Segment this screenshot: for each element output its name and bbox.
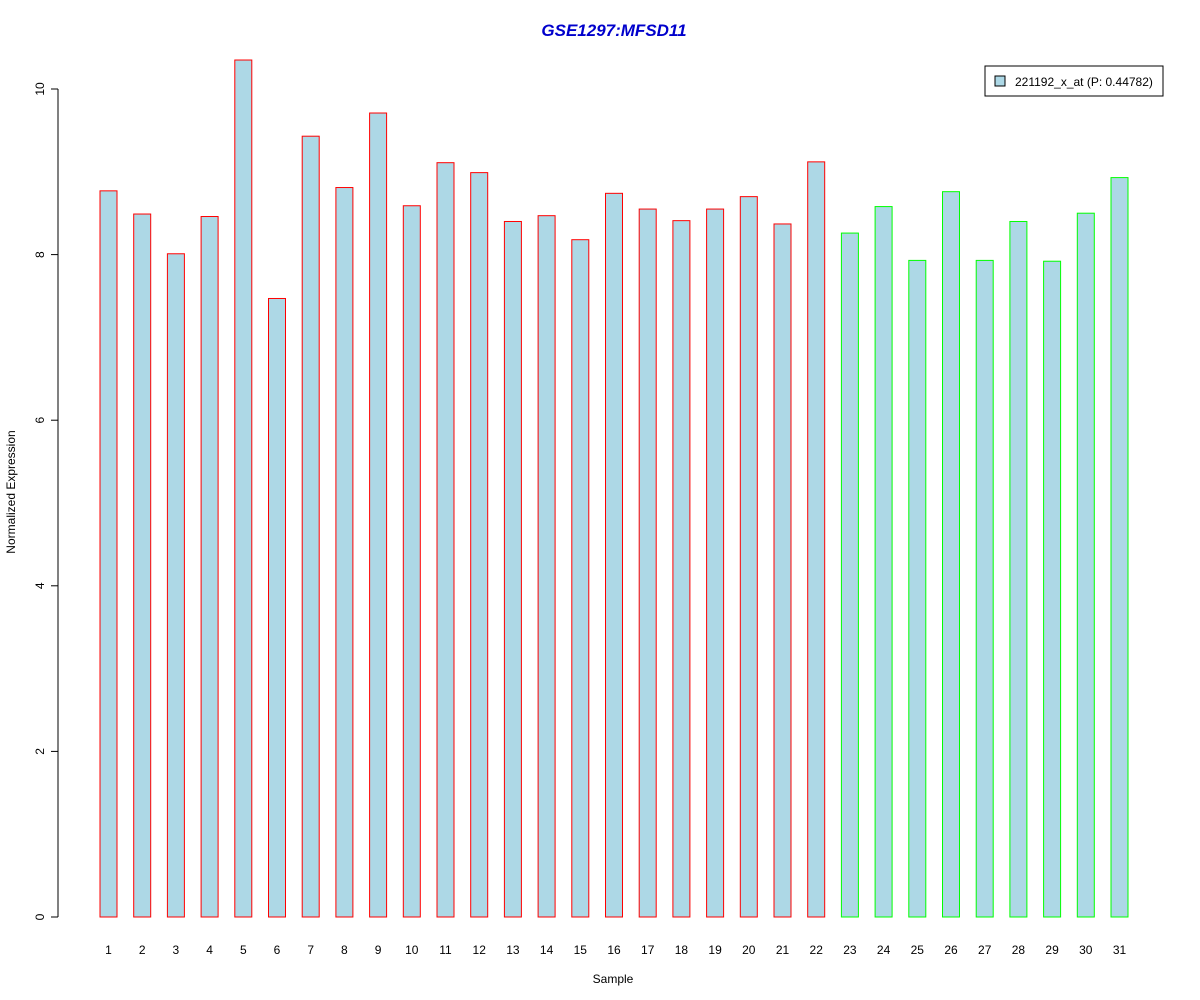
bar-sample-27 [975,259,994,918]
bar-sample-16 [605,192,623,918]
y-tick-label: 0 [33,913,47,920]
bar-sample-25 [908,259,927,918]
y-axis-label: Normalized Expression [4,430,18,553]
bar-sample-3 [166,253,185,918]
bar-sample-2 [133,213,152,918]
bar-sample-30 [1076,212,1095,918]
x-tick-label: 21 [776,943,790,957]
x-tick-label: 30 [1079,943,1093,957]
y-tick-label: 2 [33,748,47,755]
x-tick-label: 19 [708,943,722,957]
legend-box [984,65,1164,97]
y-tick-label: 8 [33,251,47,258]
legend: 221192_x_at (P: 0.44782) [984,65,1164,97]
bar-sample-31 [1110,177,1129,918]
bar-sample-4 [200,216,219,918]
x-tick-label: 20 [742,943,756,957]
bar-sample-20 [739,196,758,918]
x-tick-label: 6 [274,943,281,957]
legend-label: 221192_x_at (P: 0.44782) [1015,75,1153,89]
bar-sample-26 [942,191,960,918]
bar-sample-28 [1009,220,1028,918]
x-tick-label: 23 [843,943,857,957]
x-tick-label: 1 [105,943,112,957]
bar-sample-5 [234,59,253,918]
bar-sample-7 [301,135,320,918]
x-tick-labels: 1 2 3 4 5 6 7 8 9 10 11 12 13 14 15 16 17 18 19 20 21 22 23 24 2… [105,943,1126,957]
bar-sample-23 [840,232,859,918]
x-tick-label: 31 [1113,943,1127,957]
bar-sample-22 [807,161,826,918]
x-tick-label: 28 [1012,943,1026,957]
y-tick-label: 6 [33,417,47,424]
x-tick-label: 11 [439,943,452,957]
bar-sample-8 [335,187,354,918]
bar-sample-19 [706,208,725,918]
bar-sample-24 [874,206,893,918]
x-tick-label: 25 [911,943,925,957]
bar-sample-29 [1043,260,1062,918]
x-tick-label: 12 [473,943,487,957]
x-tick-label: 8 [341,943,348,957]
bar-sample-13 [503,220,522,918]
x-tick-label: 14 [540,943,554,957]
x-tick-label: 7 [307,943,314,957]
x-tick-label: 4 [206,943,213,957]
y-tick-label: 4 [33,582,47,589]
x-tick-label: 3 [173,943,180,957]
x-tick-label: 22 [810,943,824,957]
x-tick-label: 13 [506,943,520,957]
bar-sample-14 [537,215,556,918]
bars-group [99,59,1129,918]
bar-sample-15 [571,239,590,918]
legend-swatch [994,75,1006,87]
bar-sample-17 [638,208,657,918]
x-tick-label: 17 [641,943,655,957]
bar-sample-11 [436,162,455,918]
x-axis-label: Sample [593,972,634,986]
x-tick-label: 2 [139,943,146,957]
x-tick-label: 9 [375,943,382,957]
x-tick-label: 16 [607,943,621,957]
x-tick-label: 26 [944,943,958,957]
y-tick-label: 10 [33,82,47,96]
x-tick-label: 27 [978,943,992,957]
bar-sample-12 [470,172,489,918]
bar-sample-18 [672,220,691,918]
x-tick-label: 24 [877,943,891,957]
y-axis: 0 2 4 6 8 10 [33,82,59,920]
bar-sample-1 [99,190,118,918]
x-tick-label: 18 [675,943,689,957]
bar-sample-9 [369,112,388,918]
chart-title: GSE1297:MFSD11 [541,21,686,40]
x-tick-label: 15 [574,943,588,957]
x-tick-label: 29 [1045,943,1059,957]
x-tick-label: 5 [240,943,247,957]
bar-sample-21 [773,223,792,918]
bar-sample-10 [402,205,421,918]
x-tick-label: 10 [405,943,419,957]
bar-sample-6 [268,297,286,918]
